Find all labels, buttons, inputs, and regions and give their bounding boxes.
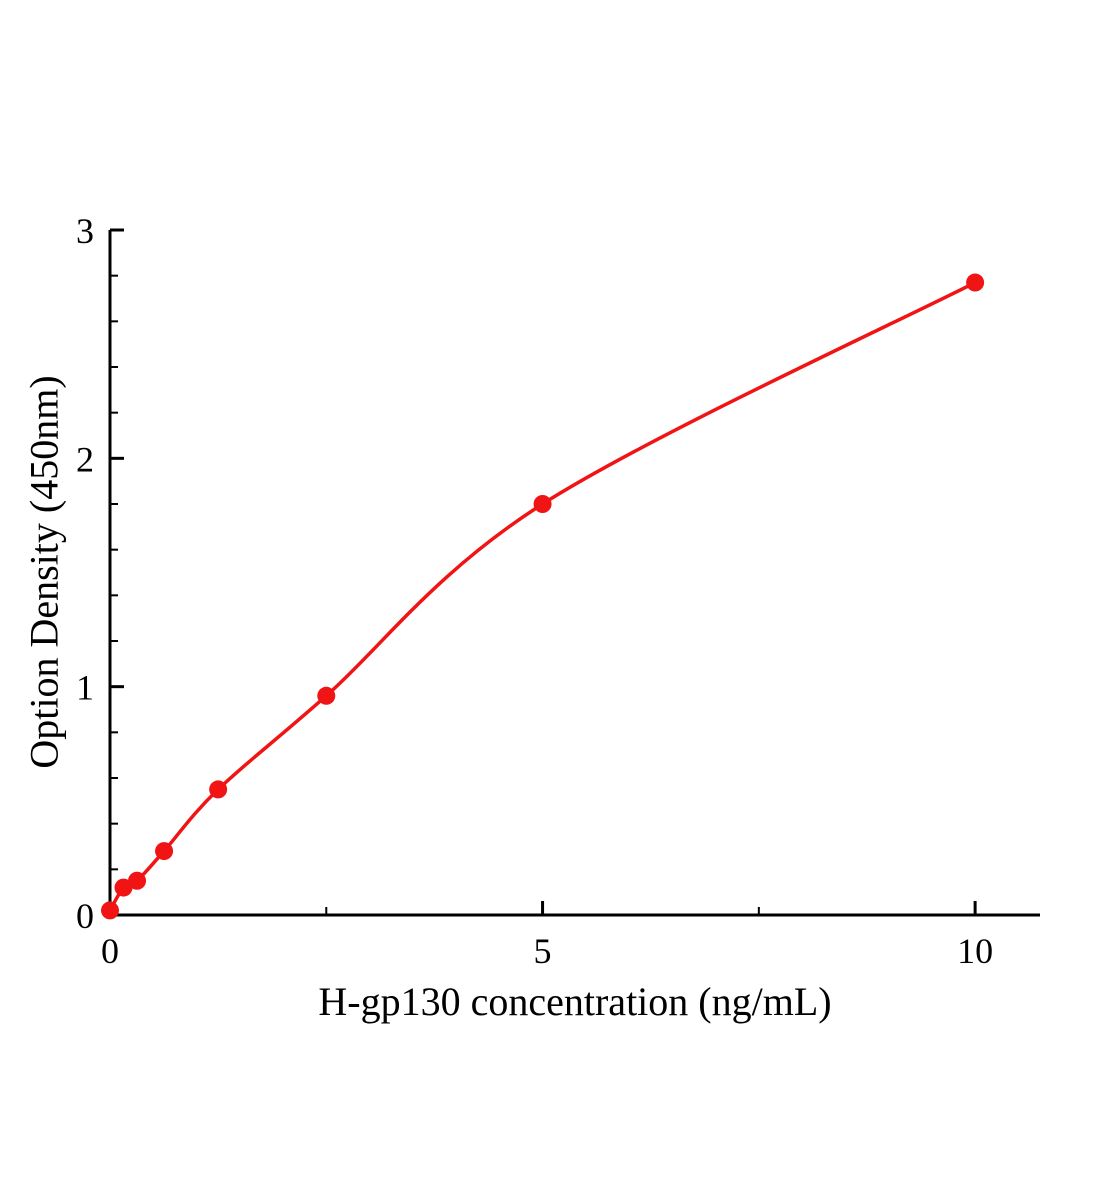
data-point-marker: [209, 780, 228, 799]
data-point-marker: [101, 901, 119, 920]
y-tick-label: 2: [76, 439, 94, 479]
y-axis-title: Option Density (450nm): [21, 375, 67, 769]
y-tick-label: 3: [76, 211, 94, 251]
y-tick-label: 1: [76, 668, 94, 708]
x-tick-label: 5: [534, 931, 552, 971]
data-point-marker: [966, 273, 985, 292]
y-tick-label: 0: [76, 896, 94, 936]
x-tick-label: 0: [101, 931, 119, 971]
x-axis-title: H-gp130 concentration (ng/mL): [318, 979, 832, 1024]
x-tick-label: 10: [957, 931, 993, 971]
fit-curve: [108, 280, 977, 913]
data-point-marker: [533, 495, 552, 513]
data-point-marker: [114, 878, 133, 897]
data-point-marker: [317, 686, 336, 705]
data-point-marker: [155, 842, 174, 861]
data-point-marker: [128, 871, 147, 890]
